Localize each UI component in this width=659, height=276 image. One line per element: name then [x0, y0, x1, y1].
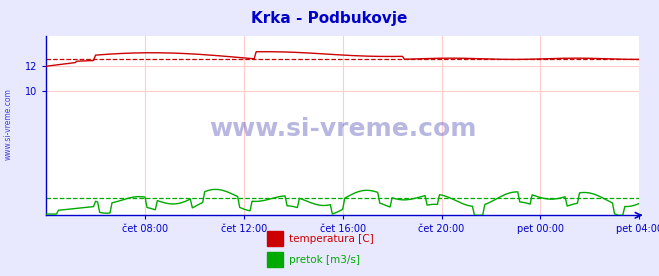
- FancyBboxPatch shape: [267, 231, 283, 246]
- FancyBboxPatch shape: [267, 252, 283, 267]
- Text: temperatura [C]: temperatura [C]: [289, 234, 374, 244]
- Text: www.si-vreme.com: www.si-vreme.com: [209, 117, 476, 141]
- Text: www.si-vreme.com: www.si-vreme.com: [3, 88, 13, 160]
- Text: Krka - Podbukovje: Krka - Podbukovje: [251, 11, 408, 26]
- Text: pretok [m3/s]: pretok [m3/s]: [289, 254, 360, 265]
